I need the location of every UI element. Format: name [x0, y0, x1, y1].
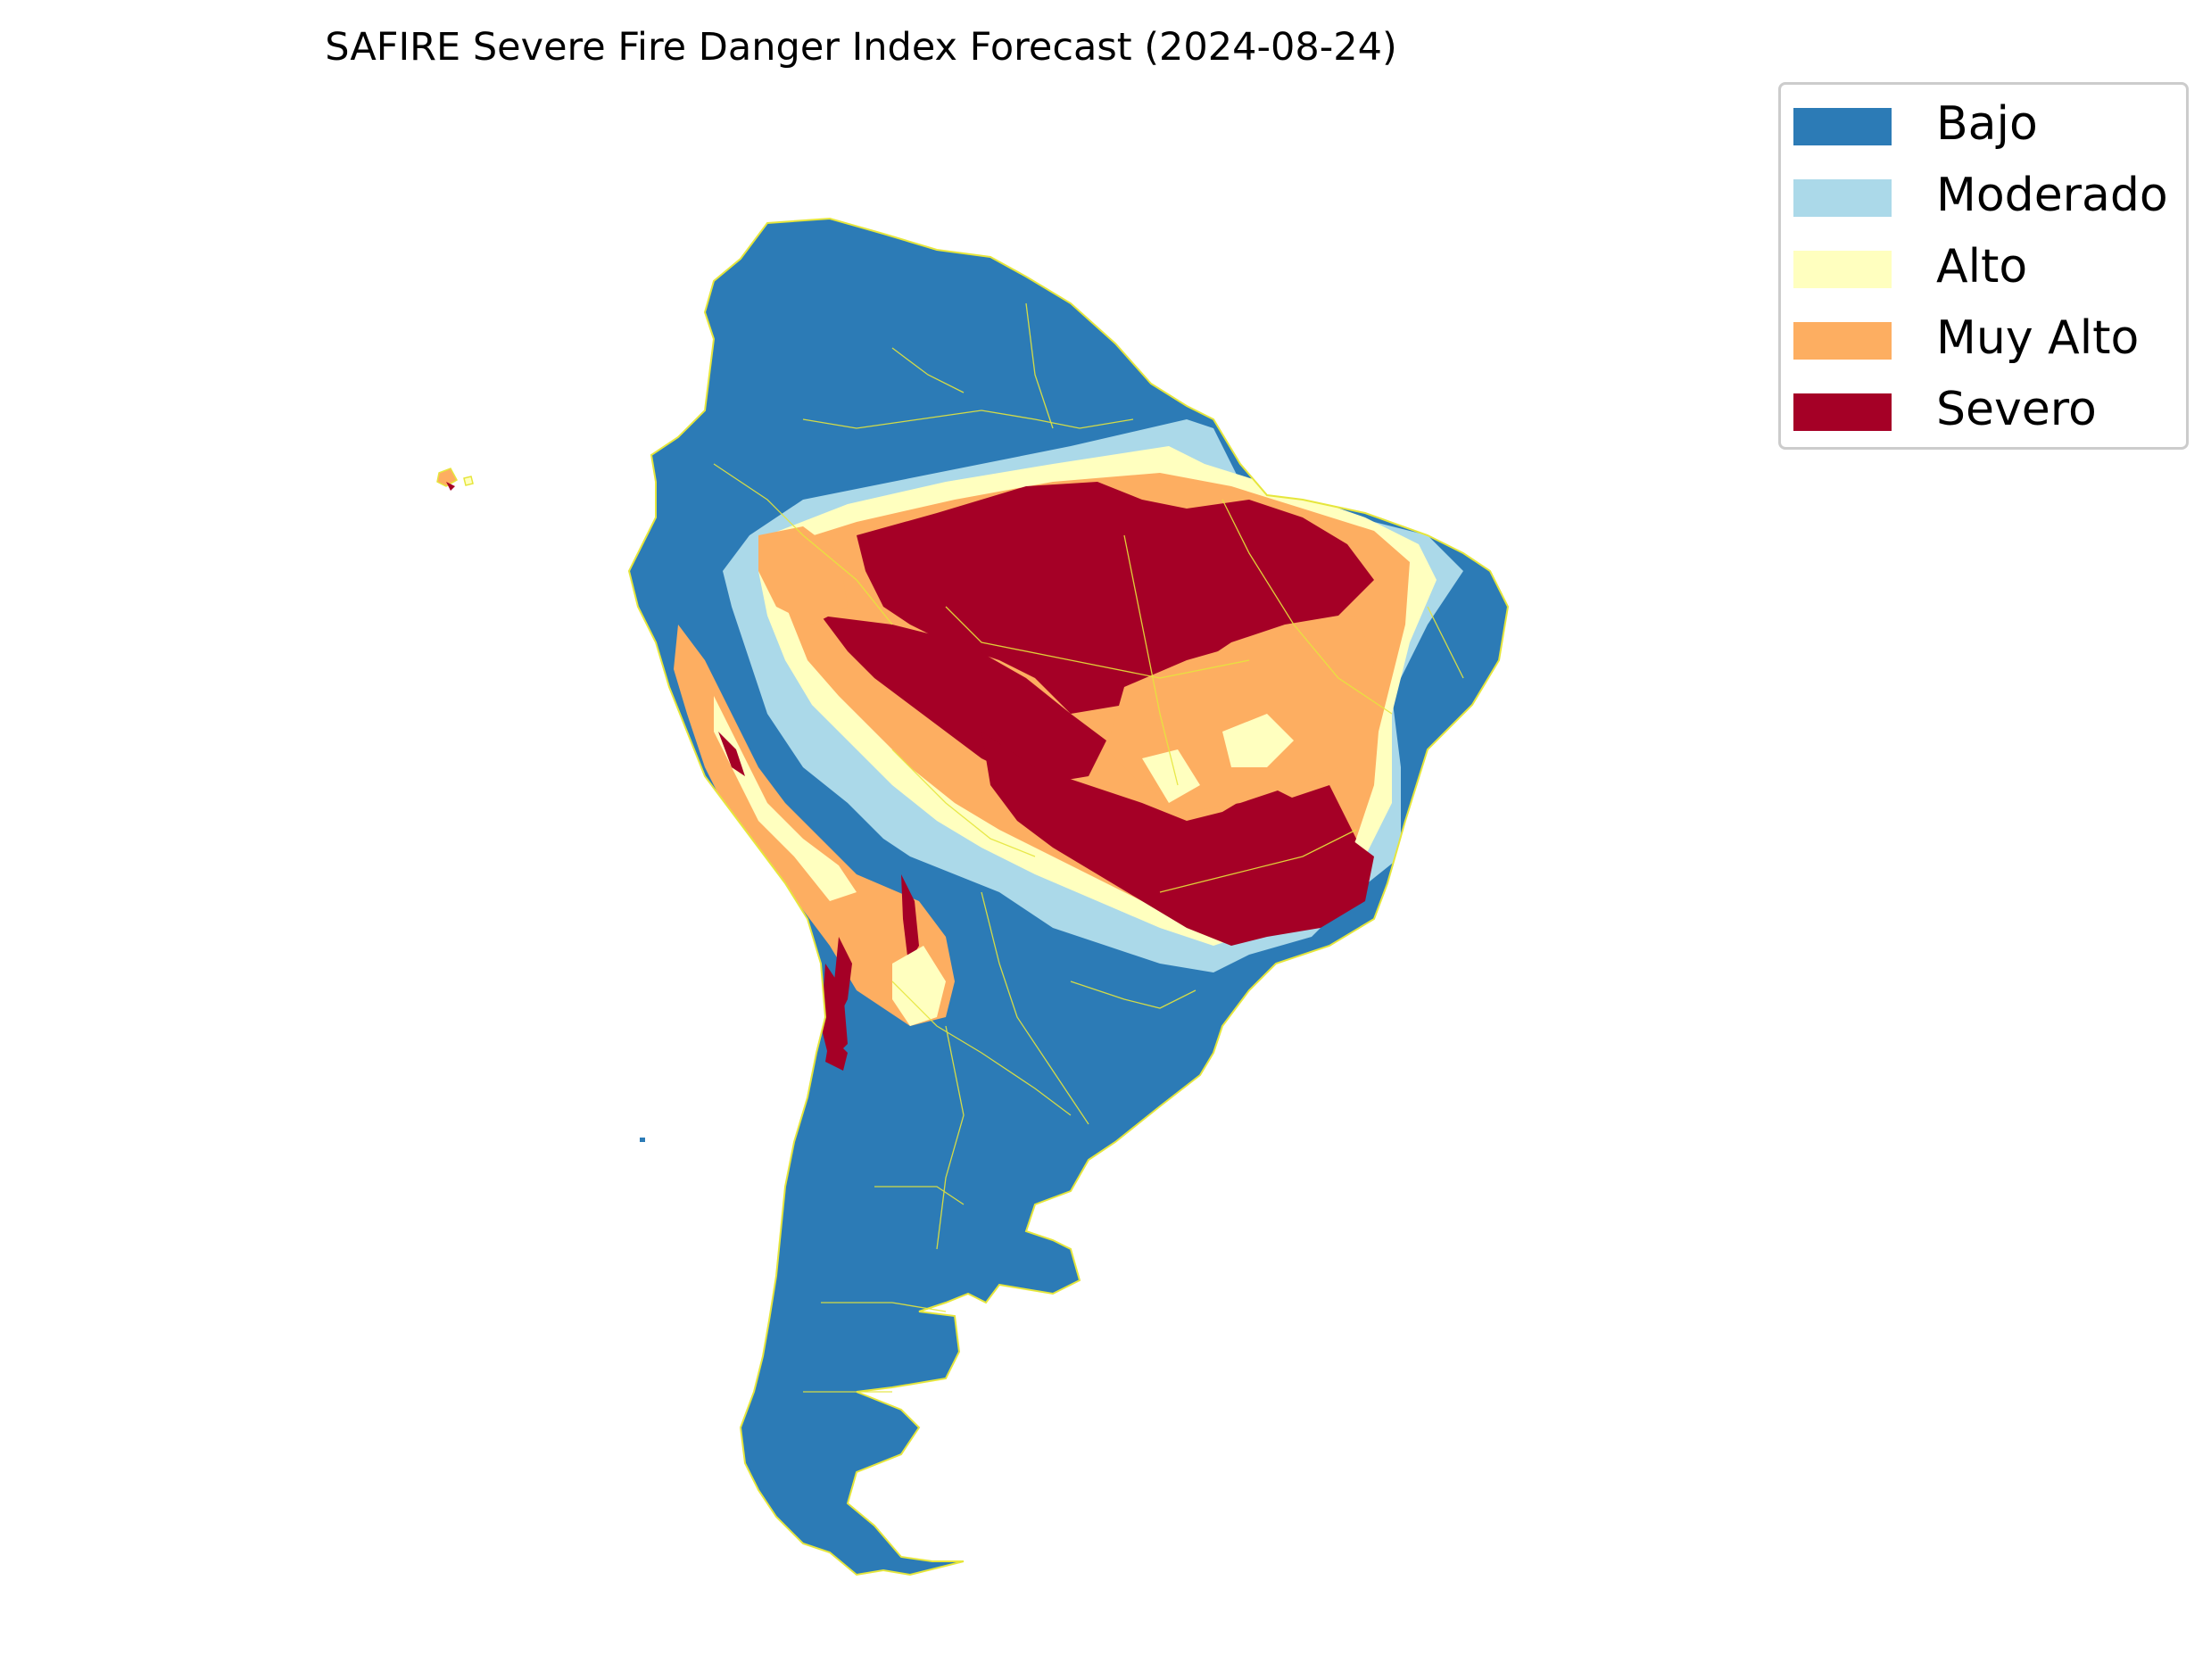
legend-item-severo: Severo: [1793, 381, 2186, 436]
fire-danger-map: [436, 217, 1510, 1577]
legend-item-muy-alto: Muy Alto: [1793, 310, 2186, 365]
legend-label-muy-alto: Muy Alto: [1936, 311, 2140, 365]
legend-label-bajo: Bajo: [1936, 97, 2038, 151]
legend-item-alto: Alto: [1793, 238, 2186, 294]
legend-label-severo: Severo: [1936, 383, 2097, 436]
legend-label-moderado: Moderado: [1936, 169, 2168, 222]
legend-swatch-alto: [1793, 251, 1892, 288]
legend-swatch-moderado: [1793, 179, 1892, 217]
legend: Bajo Moderado Alto Muy Alto Severo: [1778, 82, 2189, 450]
legend-item-bajo: Bajo: [1793, 95, 2186, 151]
legend-item-moderado: Moderado: [1793, 167, 2186, 222]
legend-swatch-bajo: [1793, 108, 1892, 145]
map-title: SAFIRE Severe Fire Danger Index Forecast…: [325, 25, 1397, 70]
galapagos-islands: [436, 468, 474, 491]
legend-swatch-severo: [1793, 393, 1892, 431]
legend-swatch-muy-alto: [1793, 322, 1892, 360]
legend-label-alto: Alto: [1936, 240, 2028, 294]
